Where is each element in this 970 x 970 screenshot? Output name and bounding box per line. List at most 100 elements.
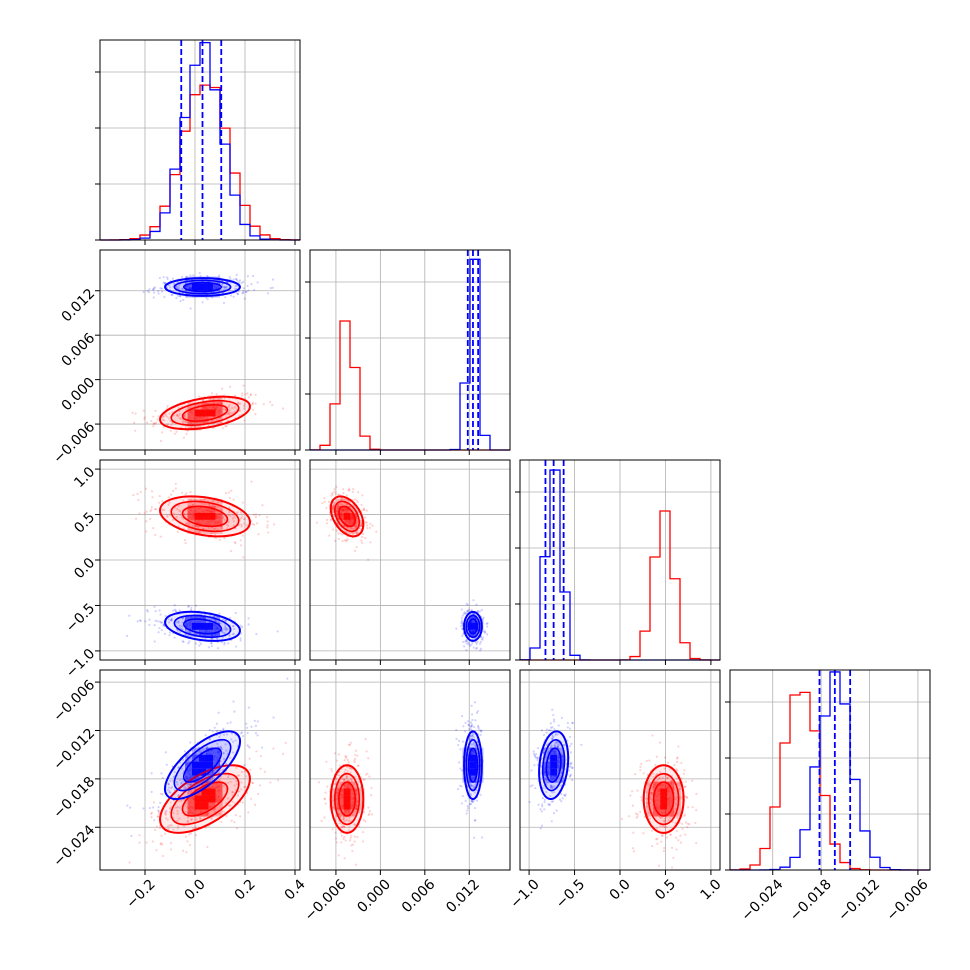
scatter-point xyxy=(163,508,166,511)
scatter-point xyxy=(222,728,225,731)
scatter-point xyxy=(470,713,474,716)
scatter-point xyxy=(364,516,367,519)
scatter-point xyxy=(479,793,482,796)
scatter-point xyxy=(466,603,469,606)
scatter-point xyxy=(683,814,686,817)
scatter-point xyxy=(240,525,243,528)
scatter-point xyxy=(157,631,160,634)
scatter-point xyxy=(471,718,474,722)
scatter-point xyxy=(161,418,165,422)
scatter-point xyxy=(232,295,235,298)
scatter-point xyxy=(214,527,217,530)
scatter-point xyxy=(149,517,152,521)
scatter-point xyxy=(184,408,188,411)
scatter-point xyxy=(197,531,200,534)
scatter-point xyxy=(353,498,356,501)
scatter-point xyxy=(235,645,238,648)
scatter-point xyxy=(243,297,246,300)
scatter-point xyxy=(545,728,548,731)
scatter-point xyxy=(476,724,480,728)
scatter-point xyxy=(199,642,203,645)
scatter-point xyxy=(184,420,187,424)
scatter-point xyxy=(226,412,229,416)
scatter-point xyxy=(684,833,687,836)
scatter-point xyxy=(170,619,173,622)
scatter-point xyxy=(201,301,204,304)
scatter-point xyxy=(691,805,694,809)
scatter-point xyxy=(246,731,249,735)
scatter-point xyxy=(369,522,372,526)
scatter-point xyxy=(227,405,230,408)
scatter-point xyxy=(182,298,185,302)
scatter-point xyxy=(134,517,138,520)
scatter-point xyxy=(343,538,346,542)
scatter-point xyxy=(695,842,698,845)
scatter-point xyxy=(171,277,175,280)
scatter-point xyxy=(357,511,360,514)
scatter-point xyxy=(148,806,152,810)
scatter-point xyxy=(150,490,154,493)
scatter-point xyxy=(181,491,184,494)
scatter-point xyxy=(228,413,231,416)
scatter-point xyxy=(362,532,365,536)
scatter-point xyxy=(216,510,219,513)
scatter-point xyxy=(224,296,227,299)
scatter-point xyxy=(200,498,203,501)
scatter-point xyxy=(165,763,168,766)
scatter-point xyxy=(134,412,137,415)
x-tick-label: −0.024 xyxy=(739,876,787,924)
scatter-point xyxy=(682,772,686,775)
scatter-point xyxy=(233,710,236,713)
scatter-point xyxy=(205,296,208,299)
scatter-point xyxy=(142,807,145,810)
scatter-point xyxy=(206,845,209,849)
scatter-point xyxy=(354,757,357,760)
scatter-point xyxy=(196,633,199,636)
contour-level xyxy=(159,495,251,538)
scatter-point xyxy=(169,429,172,432)
scatter-point xyxy=(180,516,183,519)
contour-level xyxy=(164,610,241,642)
scatter-point xyxy=(206,274,209,278)
scatter-point xyxy=(367,757,370,760)
scatter-point xyxy=(632,850,635,853)
scatter-point xyxy=(211,296,214,299)
scatter-point xyxy=(337,854,340,857)
scatter-point xyxy=(181,288,184,291)
scatter-point xyxy=(189,307,192,310)
scatter-point xyxy=(250,480,253,483)
scatter-point xyxy=(157,290,160,293)
scatter-point xyxy=(255,632,258,636)
scatter-point xyxy=(337,537,340,541)
scatter-point xyxy=(648,759,651,762)
scatter-point xyxy=(174,487,177,490)
scatter-point xyxy=(640,796,643,799)
scatter-point xyxy=(167,417,170,420)
scatter-point xyxy=(543,801,546,804)
scatter-point xyxy=(183,415,186,418)
scatter-point xyxy=(340,498,343,501)
scatter-point xyxy=(174,482,177,485)
scatter-point xyxy=(194,604,198,607)
scatter-point xyxy=(367,806,370,809)
scatter-point xyxy=(176,507,179,511)
scatter-point xyxy=(369,541,372,544)
scatter-point xyxy=(361,494,364,497)
scatter-point xyxy=(481,618,484,621)
scatter-point xyxy=(247,706,250,709)
scatter-point xyxy=(182,640,185,644)
scatter-point xyxy=(335,841,338,844)
scatter-point xyxy=(172,609,175,612)
scatter-point xyxy=(216,616,219,619)
scatter-point xyxy=(159,801,162,804)
scatter-point xyxy=(223,632,226,635)
scatter-point xyxy=(334,539,337,542)
scatter-point xyxy=(243,518,246,521)
scatter-point xyxy=(164,832,167,836)
scatter-point xyxy=(216,638,219,641)
panel-frame xyxy=(99,39,301,241)
scatter-point xyxy=(660,834,664,837)
scatter-point xyxy=(240,523,243,526)
scatter-point xyxy=(321,502,324,505)
scatter-point xyxy=(215,393,218,396)
